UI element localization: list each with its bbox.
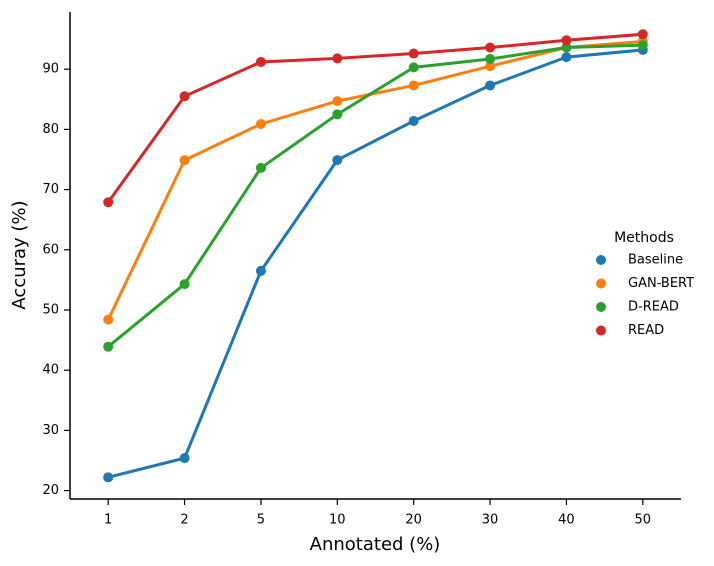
data-point [332,96,343,107]
data-point [179,453,190,464]
series-line [106,32,643,204]
data-point [485,53,496,64]
x-tick-label: 5 [257,513,265,528]
x-tick-label: 40 [558,513,575,528]
data-point [179,155,190,166]
legend-label: GAN-BERT [628,276,694,291]
data-point [255,56,266,67]
legend-label: Baseline [628,253,683,268]
data-point [637,29,648,40]
y-tick-label: 20 [42,483,59,498]
x-tick-label: 50 [635,513,652,528]
x-tick-label: 20 [405,513,422,528]
data-point [408,80,419,91]
y-tick-label: 60 [42,242,59,257]
data-point [332,109,343,120]
data-point [103,314,114,325]
y-tick-label: 40 [42,363,59,378]
data-point [179,279,190,290]
legend-marker [596,302,606,312]
y-axis-label: Accuray (%) [9,200,30,309]
legend-marker [596,325,606,336]
data-point [103,341,114,352]
data-point [485,42,496,53]
data-point [561,35,572,46]
data-point [255,265,266,276]
data-point [485,61,496,72]
data-point [255,118,266,129]
series-line [107,48,643,479]
data-point [103,472,114,483]
x-axis-label: Annotated (%) [310,534,441,555]
data-point [561,52,572,63]
data-point [485,80,496,91]
series-line [107,43,643,348]
legend-title: Methods [614,230,674,246]
data-point [255,162,266,173]
y-tick-label: 80 [42,122,59,137]
data-point [408,115,419,126]
data-point [103,197,114,208]
legend-label: READ [628,323,664,338]
data-point [637,40,648,51]
data-point [408,62,419,73]
x-tick-label: 10 [329,513,346,528]
y-tick-label: 50 [42,302,59,317]
y-tick-label: 90 [42,62,59,77]
y-tick-label: 30 [42,423,59,438]
legend-label: D-READ [628,300,679,315]
data-point [179,91,190,102]
x-tick-label: 1 [104,513,112,528]
legend-marker [596,278,606,289]
x-tick-label: 30 [482,513,499,528]
legend-marker [596,255,606,265]
data-point [332,53,343,64]
data-point [561,42,572,53]
y-tick-label: 70 [42,182,59,197]
data-point [408,48,419,59]
x-tick-label: 2 [180,513,188,528]
data-point [332,155,343,166]
